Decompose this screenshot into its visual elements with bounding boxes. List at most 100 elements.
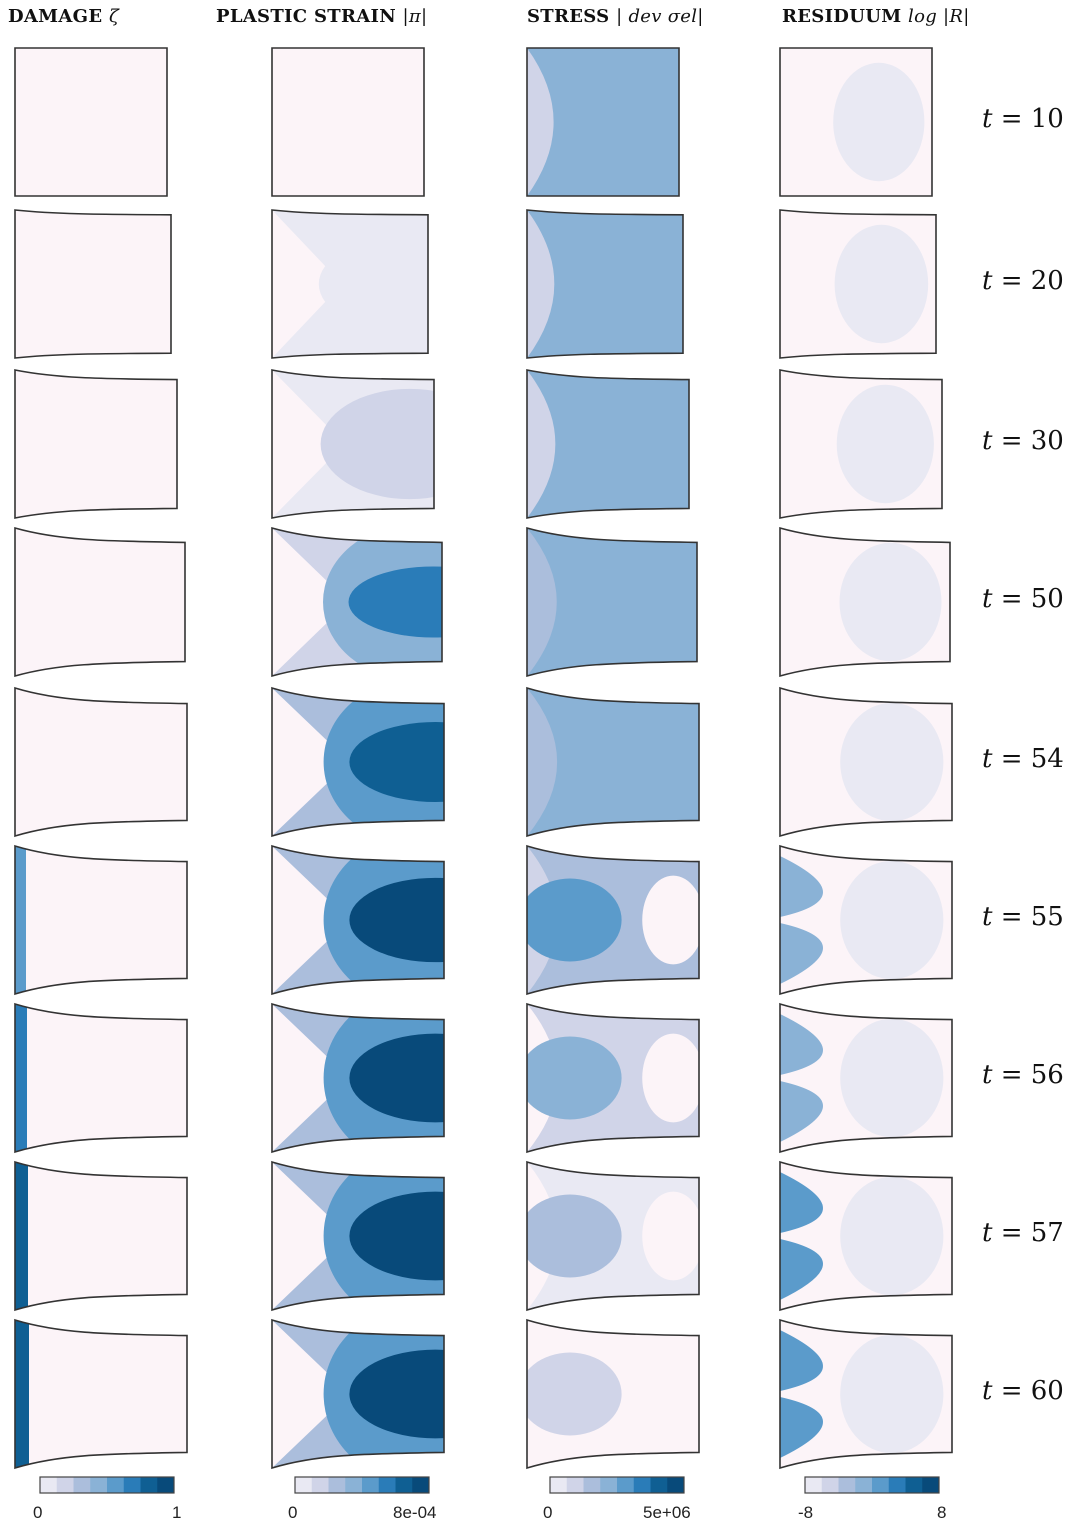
colorbar-swatch [617, 1477, 635, 1493]
colorbar-swatch [328, 1477, 346, 1493]
panel-plastic-t30 [271, 369, 435, 519]
time-value: 54 [1030, 744, 1064, 774]
colorbar-stress-max: 5e+06 [643, 1503, 691, 1522]
colorbar-swatch [40, 1477, 58, 1493]
colorbar-swatch [107, 1477, 125, 1493]
colorbar-swatch [362, 1477, 380, 1493]
panel-residuum-t55 [779, 844, 953, 996]
colorbar-residuum-min: -8 [798, 1503, 814, 1522]
panel-residuum-t56 [779, 1002, 953, 1154]
panel-plastic-t55 [271, 844, 445, 996]
panel-damage-t55 [14, 844, 188, 996]
time-label-t30: t = 30 [982, 426, 1064, 456]
panel-stress-t50 [526, 526, 698, 678]
colorbar-damage-min: 0 [33, 1503, 43, 1522]
header-plastic-strain-symbol: |π| [402, 6, 428, 27]
panel-residuum-t30 [779, 369, 943, 519]
header-stress: STRESS | dev σel| [527, 6, 704, 27]
panel-residuum-t60 [779, 1318, 953, 1470]
colorbar-swatch [888, 1477, 906, 1493]
colorbar-swatch [922, 1477, 940, 1493]
panel-damage-t50 [14, 526, 186, 678]
colorbar-swatch [583, 1477, 601, 1493]
colorbar-swatch [412, 1477, 430, 1493]
colorbar-swatch [345, 1477, 363, 1493]
panel-plastic-t57 [271, 1160, 445, 1312]
panel-stress-t30 [526, 369, 690, 519]
colorbar-swatch [633, 1477, 651, 1493]
colorbar-stress-min: 0 [543, 1503, 553, 1522]
panel-damage-t30 [14, 369, 178, 519]
colorbar-swatch [295, 1477, 313, 1493]
time-prefix: t = [982, 1376, 1031, 1406]
colorbar-plastic-max: 8e-04 [393, 1503, 437, 1522]
colorbar-swatch [805, 1477, 823, 1493]
time-prefix: t = [982, 1218, 1031, 1248]
colorbar-swatch [123, 1477, 141, 1493]
colorbar-plastic-min: 0 [288, 1503, 298, 1522]
header-plastic-strain-title: PLASTIC STRAIN [216, 6, 396, 27]
time-prefix: t = [982, 104, 1031, 134]
time-label-t10: t = 10 [982, 104, 1064, 134]
panel-plastic-t20 [271, 209, 429, 359]
panel-damage-t57 [14, 1160, 188, 1312]
colorbar-stress [549, 1476, 685, 1494]
panel-damage-t56 [14, 1002, 188, 1154]
panel-residuum-t50 [779, 526, 951, 678]
colorbar-swatch [550, 1477, 568, 1493]
panel-residuum-t20 [779, 209, 937, 359]
colorbar-damage-max: 1 [172, 1503, 182, 1522]
panel-plastic-t60 [271, 1318, 445, 1470]
header-residuum-symbol: log |R| [908, 6, 970, 27]
header-damage: DAMAGE ζ [8, 6, 119, 27]
colorbar-swatch [650, 1477, 668, 1493]
header-plastic-strain: PLASTIC STRAIN |π| [216, 6, 427, 27]
time-label-t60: t = 60 [982, 1376, 1064, 1406]
panel-damage-t54 [14, 686, 188, 838]
panel-damage-t20 [14, 209, 172, 359]
time-value: 20 [1030, 266, 1064, 296]
colorbar-swatch [90, 1477, 108, 1493]
colorbar-swatch [56, 1477, 74, 1493]
time-prefix: t = [982, 584, 1031, 614]
colorbar-damage [39, 1476, 175, 1494]
time-label-t55: t = 55 [982, 902, 1064, 932]
time-value: 10 [1030, 104, 1064, 134]
panel-stress-t60 [526, 1318, 700, 1470]
header-residuum-title: RESIDUUM [782, 6, 902, 27]
panel-stress-t10 [526, 47, 680, 197]
colorbar-swatch [311, 1477, 329, 1493]
colorbar-swatch [157, 1477, 175, 1493]
time-value: 30 [1030, 426, 1064, 456]
time-prefix: t = [982, 902, 1031, 932]
colorbar-residuum-max: 8 [937, 1503, 947, 1522]
time-label-t57: t = 57 [982, 1218, 1064, 1248]
time-value: 60 [1030, 1376, 1064, 1406]
time-value: 55 [1030, 902, 1064, 932]
panel-plastic-t54 [271, 686, 445, 838]
time-label-t54: t = 54 [982, 744, 1064, 774]
colorbar-swatch [855, 1477, 873, 1493]
time-prefix: t = [982, 744, 1031, 774]
panel-damage-t60 [14, 1318, 188, 1470]
colorbar-swatch [378, 1477, 396, 1493]
colorbar-swatch [905, 1477, 923, 1493]
time-label-t20: t = 20 [982, 266, 1064, 296]
panel-plastic-t10 [271, 47, 425, 197]
time-value: 56 [1030, 1060, 1064, 1090]
colorbar-swatch [566, 1477, 584, 1493]
panel-stress-t57 [526, 1160, 700, 1312]
time-prefix: t = [982, 426, 1031, 456]
colorbar-swatch [667, 1477, 685, 1493]
panel-stress-t20 [526, 209, 684, 359]
colorbar-swatch [821, 1477, 839, 1493]
colorbar-swatch [395, 1477, 413, 1493]
colorbar-swatch [838, 1477, 856, 1493]
time-value: 57 [1030, 1218, 1064, 1248]
panel-plastic-t50 [271, 526, 443, 678]
header-stress-title: STRESS [527, 6, 610, 27]
panel-stress-t54 [526, 686, 700, 838]
panel-residuum-t57 [779, 1160, 953, 1312]
colorbar-swatch [872, 1477, 890, 1493]
